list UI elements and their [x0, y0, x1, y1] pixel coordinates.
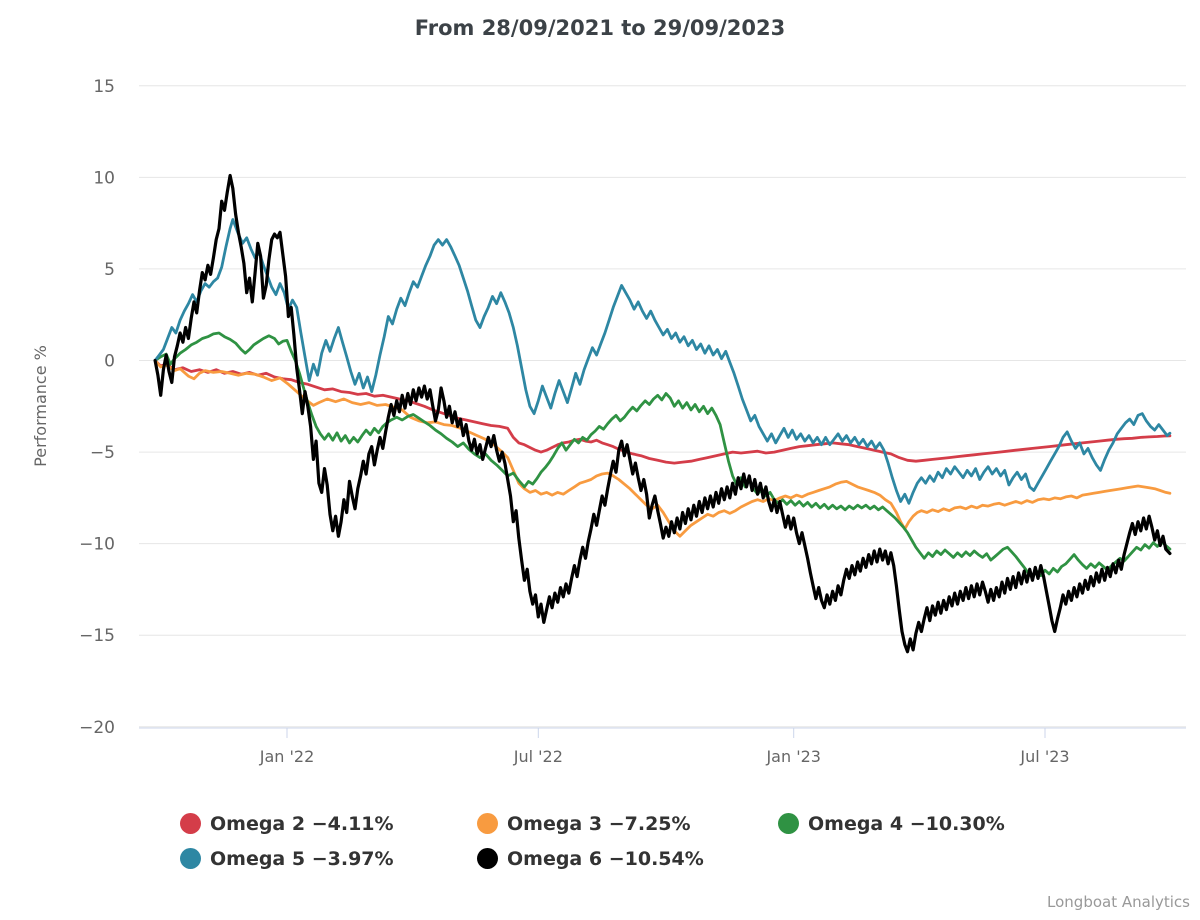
legend-label: Omega 5 −3.97%	[210, 847, 394, 870]
chart-title: From 28/09/2021 to 29/09/2023	[414, 16, 786, 40]
y-axis-label: 5	[104, 260, 115, 280]
legend-item-omega-2[interactable]: Omega 2 −4.11%	[180, 806, 394, 841]
x-axis-label: Jan '23	[765, 747, 821, 766]
y-axis-label: −5	[90, 443, 115, 463]
plot-area: 15 10 5 0 −5 −10 −15 −20 Jan '22 Jul '22 Jan '23 Ju…	[31, 77, 1186, 766]
y-axis-label: −15	[79, 626, 115, 646]
axis-labels: 15 10 5 0 −5 −10 −15 −20 Jan '22 Jul '22 Jan '23 Ju…	[79, 77, 1069, 766]
series-lines	[153, 173, 1172, 654]
x-axis-label: Jan '22	[259, 747, 315, 766]
legend-item-omega-6[interactable]: Omega 6 −10.54%	[477, 841, 704, 876]
legend-label: Omega 6 −10.54%	[507, 847, 704, 870]
series-line-omega-6[interactable]	[153, 173, 1172, 654]
x-axis-label: Jul '22	[513, 747, 563, 766]
y-gridlines	[139, 85, 1186, 728]
legend-item-omega-5[interactable]: Omega 5 −3.97%	[180, 841, 394, 876]
y-axis-label: 10	[93, 168, 115, 188]
legend-item-omega-3[interactable]: Omega 3 −7.25%	[477, 806, 691, 841]
legend-item-omega-4[interactable]: Omega 4 −10.30%	[778, 806, 1005, 841]
legend-row: Omega 5 −3.97% Omega 6 −10.54%	[0, 841, 1200, 876]
legend-label: Omega 2 −4.11%	[210, 812, 394, 835]
series-line-omega-2[interactable]	[153, 359, 1172, 465]
credits-link[interactable]: Longboat Analytics	[1047, 893, 1190, 911]
y-axis-label: −10	[79, 535, 115, 555]
legend-marker-icon	[778, 813, 799, 834]
legend: Omega 2 −4.11% Omega 3 −7.25% Omega 4 −10.…	[0, 806, 1200, 876]
series-line-omega-4[interactable]	[153, 331, 1172, 578]
legend-marker-icon	[180, 848, 201, 869]
legend-marker-icon	[180, 813, 201, 834]
x-axis-label: Jul '23	[1019, 747, 1069, 766]
y-axis-label: 15	[93, 77, 115, 97]
legend-marker-icon	[477, 813, 498, 834]
legend-row: Omega 2 −4.11% Omega 3 −7.25% Omega 4 −10.…	[0, 806, 1200, 841]
y-axis-label: 0	[104, 352, 115, 372]
y-axis-label: −20	[79, 718, 115, 738]
y-axis-title: Performance %	[31, 345, 50, 467]
legend-marker-icon	[477, 848, 498, 869]
legend-label: Omega 3 −7.25%	[507, 812, 691, 835]
series-line-omega-3[interactable]	[153, 359, 1172, 538]
legend-label: Omega 4 −10.30%	[808, 812, 1005, 835]
x-axis	[139, 727, 1186, 738]
series-line-omega-5[interactable]	[153, 218, 1172, 505]
